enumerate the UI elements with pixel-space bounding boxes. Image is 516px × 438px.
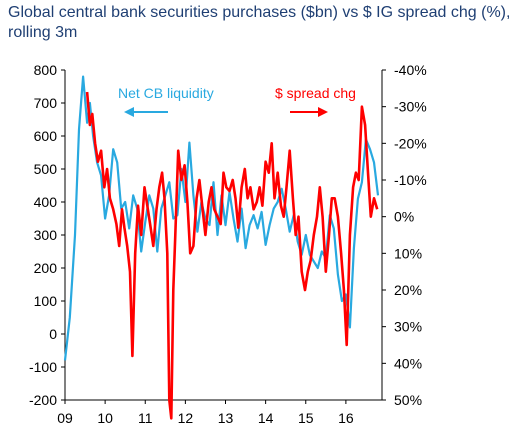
x-tick-label: 14 xyxy=(258,410,274,426)
left-tick-label: 800 xyxy=(34,62,58,78)
series-layer xyxy=(63,75,380,420)
left-tick-label: 300 xyxy=(34,227,58,243)
right-tick-label: 20% xyxy=(394,282,422,298)
x-tick-label: 11 xyxy=(138,410,153,426)
right-tick-label: 40% xyxy=(394,355,422,371)
right-tick-label: -10% xyxy=(394,172,427,188)
left-tick-label: 600 xyxy=(34,128,58,144)
right-tick-label: 0% xyxy=(394,209,414,225)
x-tick-label: 10 xyxy=(97,410,113,426)
spread-change-line xyxy=(85,91,379,420)
right-tick-label: 30% xyxy=(394,319,422,335)
axes-layer xyxy=(61,69,386,404)
x-tick-label: 16 xyxy=(338,410,354,426)
arrowhead-left-icon xyxy=(124,107,134,117)
annotation-net-cb-liquidity: Net CB liquidity xyxy=(118,85,214,101)
x-tick-label: 13 xyxy=(218,410,234,426)
left-tick-label: -100 xyxy=(29,359,57,375)
right-tick-label: 50% xyxy=(394,392,422,408)
x-tick-label: 15 xyxy=(298,410,314,426)
left-tick-label: 100 xyxy=(34,293,58,309)
arrowhead-right-icon xyxy=(318,107,328,117)
left-tick-label: 200 xyxy=(34,260,58,276)
right-tick-label: -40% xyxy=(394,62,427,78)
left-tick-label: 700 xyxy=(34,95,58,111)
left-tick-label: 400 xyxy=(34,194,58,210)
x-tick-label: 09 xyxy=(57,410,73,426)
right-tick-label: -30% xyxy=(394,99,427,115)
left-tick-label: 0 xyxy=(49,326,57,342)
annotation-spread-chg: $ spread chg xyxy=(275,85,356,101)
right-tick-label: -20% xyxy=(394,135,427,151)
x-tick-label: 12 xyxy=(178,410,194,426)
right-tick-label: 10% xyxy=(394,245,422,261)
left-tick-label: 500 xyxy=(34,161,58,177)
chart-title: Global central bank securities purchases… xyxy=(8,4,511,41)
labels-layer: 800 700 600 500 400 300 200 100 0 -100 -200 -40% -30… xyxy=(29,62,427,426)
left-tick-label: -200 xyxy=(29,392,57,408)
